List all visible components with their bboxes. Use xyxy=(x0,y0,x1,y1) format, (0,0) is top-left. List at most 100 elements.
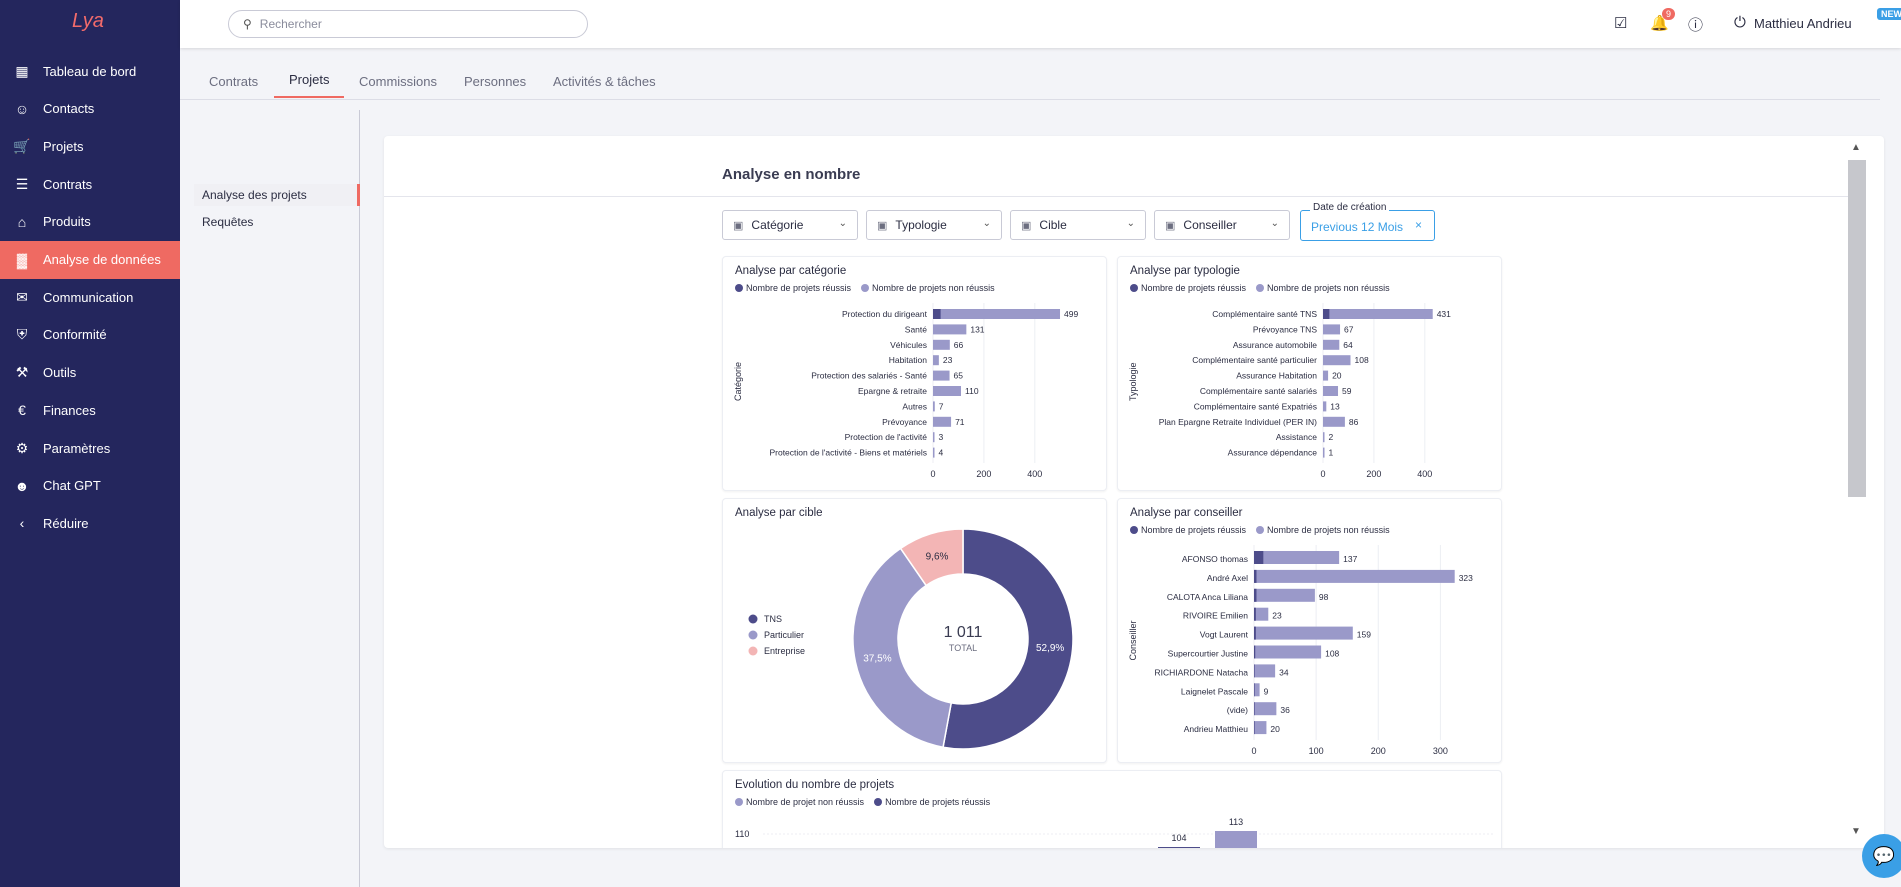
value-label: 110 xyxy=(965,386,979,396)
subnav-requetes[interactable]: Requêtes xyxy=(202,215,254,229)
value-label: 2 xyxy=(1329,432,1334,442)
cart-icon: 🛒 xyxy=(13,137,31,154)
clear-icon[interactable]: × xyxy=(1415,218,1423,232)
filter-conseiller[interactable]: ▣ Conseiller ⌄ xyxy=(1154,210,1290,240)
sidebar-item-label: Contrats xyxy=(43,176,93,192)
help-icon[interactable]: ⓘ xyxy=(1688,17,1704,34)
top-bar: ⚲ Rechercher ☑ 🔔 9 ⓘ NEW ⏻ Matthieu Andr… xyxy=(180,0,1901,48)
legend-label: Nombre de projets réussis xyxy=(1141,525,1247,535)
sidebar-item-10[interactable]: ⚙ Paramètres xyxy=(0,429,180,467)
bar-non-reussis xyxy=(1323,339,1340,350)
value-label: 113 xyxy=(1229,817,1243,827)
filter-cible[interactable]: ▣ Cible ⌄ xyxy=(1010,210,1146,240)
sidebar-item-11[interactable]: ☻ Chat GPT xyxy=(0,467,180,505)
sidebar-item-label: Contacts xyxy=(43,101,95,117)
category-label: CALOTA Anca Liliana xyxy=(1167,592,1248,602)
bar-non-reussis xyxy=(933,401,935,412)
axis-label: Catégorie xyxy=(733,362,743,401)
filter-typologie[interactable]: ▣ Typologie ⌄ xyxy=(866,210,1002,240)
bar-non-reussis xyxy=(1254,683,1260,697)
chart-legend: Nombre de projets réussis Nombre de proj… xyxy=(1130,525,1390,535)
bar-non-reussis xyxy=(933,355,939,366)
chart-title: Analyse par catégorie xyxy=(735,265,847,277)
legend-marker xyxy=(748,630,758,640)
filter-label: Catégorie xyxy=(751,218,804,232)
sidebar-item-0[interactable]: ▦ Tableau de bord xyxy=(0,52,180,90)
category-label: Plan Epargne Retraite Individuel (PER IN… xyxy=(1159,417,1317,427)
chart-icon: ▓ xyxy=(16,251,28,268)
bar-non-reussis xyxy=(1323,309,1433,319)
chart-legend: Nombre de projet non réussis Nombre de p… xyxy=(735,797,990,807)
sidebar-item-label: Produits xyxy=(43,214,91,230)
value-label: 67 xyxy=(1344,324,1354,334)
subnav-analyse-projets[interactable]: Analyse des projets xyxy=(194,184,360,206)
bar-non-reussis xyxy=(1323,355,1351,366)
tick-label: 200 xyxy=(1371,746,1386,756)
chart-evolution: Evolution du nombre de projets Nombre de… xyxy=(722,770,1502,848)
sidebar-item-8[interactable]: ⚒ Outils xyxy=(0,354,180,392)
bell-icon[interactable]: 🔔 xyxy=(1650,15,1669,32)
bar-non-reussis xyxy=(933,370,950,381)
bar-non-reussis xyxy=(1254,702,1277,716)
category-label: Complémentaire santé Expatriés xyxy=(1194,401,1317,411)
tab-contrats[interactable]: Contrats xyxy=(209,74,259,89)
chart-title: Analyse par cible xyxy=(735,507,823,519)
pie-slice xyxy=(899,528,964,587)
chevron-down-icon: ⌄ xyxy=(1270,218,1279,229)
scroll-down-icon[interactable]: ▼ xyxy=(1851,826,1861,837)
chart-title: Analyse par conseiller xyxy=(1130,507,1243,519)
user-name[interactable]: Matthieu Andrieu xyxy=(1754,16,1852,31)
bar-chart: 0 100 200 300 AFONSO thomas 137 André Axel 323 C… xyxy=(1128,545,1473,756)
category-label: Protection de l'activité xyxy=(845,432,928,442)
tab-commissions[interactable]: Commissions xyxy=(359,74,438,89)
bar-reussis xyxy=(1254,721,1255,735)
bar-reussis xyxy=(1323,309,1330,319)
value-label: 23 xyxy=(943,355,953,365)
category-label: Supercourtier Justine xyxy=(1168,649,1249,659)
filter-categorie[interactable]: ▣ Catégorie ⌄ xyxy=(722,210,858,240)
value-label: 9 xyxy=(1264,686,1269,696)
chart-legend: Nombre de projets réussis Nombre de proj… xyxy=(735,283,995,293)
sidebar-item-3[interactable]: ☰ Contrats xyxy=(0,165,180,203)
sidebar-item-6[interactable]: ✉ Communication xyxy=(0,278,180,316)
search-input[interactable]: ⚲ Rechercher xyxy=(228,10,588,38)
legend-marker xyxy=(874,798,883,806)
document-icon: ☰ xyxy=(15,175,29,192)
tab-activites[interactable]: Activités & tâches xyxy=(553,74,656,89)
tag-icon: ▣ xyxy=(877,219,888,232)
filter-label: Conseiller xyxy=(1183,218,1237,232)
value-label: 86 xyxy=(1349,417,1359,427)
bar-non-reussis xyxy=(1323,401,1327,412)
sidebar-item-12[interactable]: ‹ Réduire xyxy=(0,504,180,542)
bar-non-reussis xyxy=(933,309,1061,319)
bar xyxy=(1158,847,1200,848)
date-filter-label: Date de création xyxy=(1310,202,1390,213)
bar-reussis xyxy=(1254,683,1255,697)
power-icon[interactable]: ⏻ xyxy=(1734,14,1746,31)
sidebar-item-4[interactable]: ⌂ Produits xyxy=(0,203,180,241)
bar-non-reussis xyxy=(1323,447,1325,458)
sidebar-item-5[interactable]: ▓ Analyse de données xyxy=(0,240,180,279)
tag-icon: ▣ xyxy=(1165,219,1176,232)
sidebar-item-9[interactable]: € Finances xyxy=(0,391,180,429)
legend-label: Particulier xyxy=(764,630,804,640)
sidebar-item-1[interactable]: ☺ Contacts xyxy=(0,90,180,128)
tasks-icon[interactable]: ☑ xyxy=(1614,15,1628,32)
legend-marker xyxy=(1256,526,1265,534)
bar-reussis xyxy=(1254,664,1255,678)
legend-marker xyxy=(748,614,758,624)
axis-label: Conseiller xyxy=(1128,620,1138,660)
tab-projets[interactable]: Projets xyxy=(289,72,330,87)
scroll-up-icon[interactable]: ▲ xyxy=(1851,142,1861,153)
tab-personnes[interactable]: Personnes xyxy=(464,74,527,89)
sidebar-item-label: Paramètres xyxy=(43,440,111,456)
bar-reussis xyxy=(1254,702,1255,716)
bar-reussis xyxy=(1254,607,1256,621)
chat-icon[interactable]: 💬 xyxy=(1862,834,1901,878)
legend-label: Nombre de projets réussis xyxy=(746,283,852,293)
scrollbar-thumb[interactable] xyxy=(1848,160,1866,497)
chevron-down-icon: ⌄ xyxy=(982,218,991,229)
category-label: André Axel xyxy=(1207,573,1248,583)
sidebar-item-2[interactable]: 🛒 Projets xyxy=(0,127,180,165)
sidebar-item-7[interactable]: ⛨ Conformité xyxy=(0,316,180,354)
